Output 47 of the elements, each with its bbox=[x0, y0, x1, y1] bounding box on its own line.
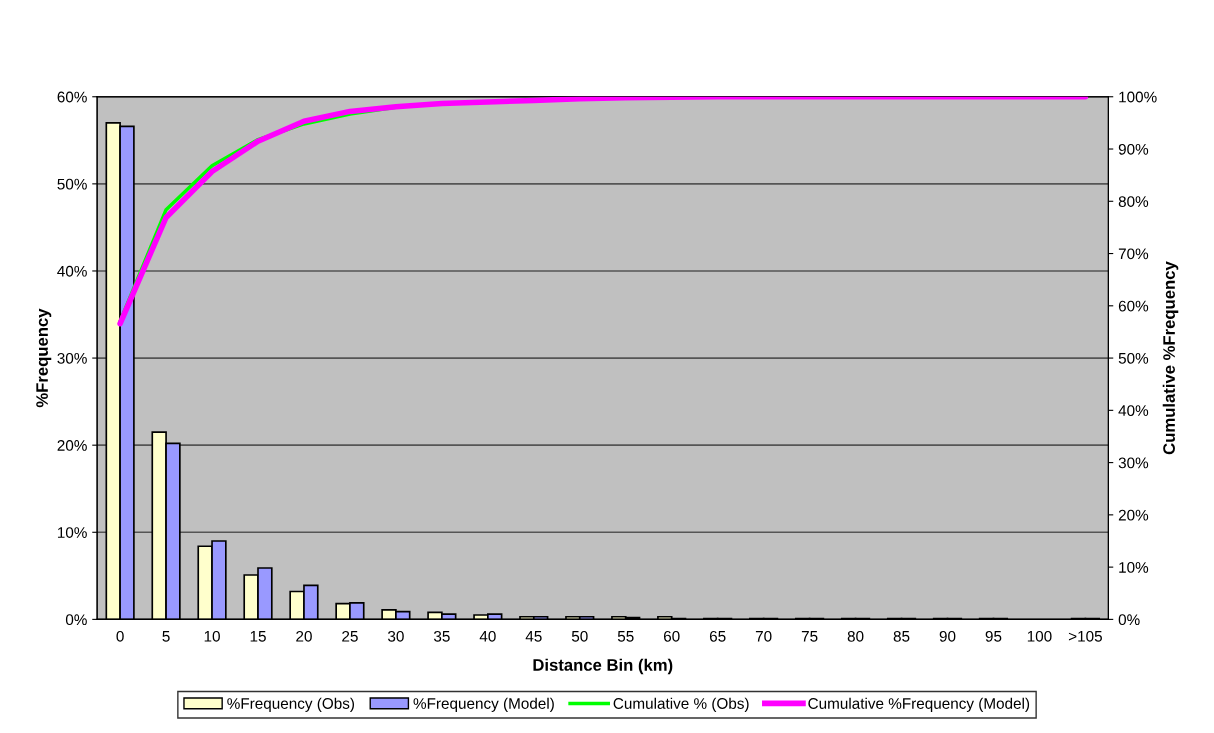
y2-tick-label: 30% bbox=[1118, 457, 1149, 469]
y2-tick-label: 40% bbox=[1118, 405, 1149, 417]
x-tick-label: 75 bbox=[801, 631, 818, 642]
x-tick-label: 70 bbox=[755, 630, 772, 642]
y-tick-label: 10% bbox=[57, 527, 87, 538]
x-tick-label: 40 bbox=[479, 630, 496, 642]
x-axis-title: Distance Bin (km) bbox=[533, 658, 673, 675]
x-tick-label: 65 bbox=[709, 630, 726, 642]
x-tick-label: 25 bbox=[342, 630, 358, 642]
x-tick-label: 95 bbox=[985, 630, 1002, 642]
x-tick-label: 85 bbox=[893, 630, 910, 642]
y2-axis-title: Cumulative %Frequency bbox=[1162, 261, 1179, 455]
y2-tick-label: 50% bbox=[1118, 352, 1149, 364]
y-tick-label: 40% bbox=[57, 265, 87, 277]
x-tick-label: 80 bbox=[847, 630, 864, 642]
x-tick-label: 5 bbox=[162, 631, 170, 642]
x-tick-label: 35 bbox=[433, 630, 450, 642]
legend-label: Cumulative %Frequency (Model) bbox=[808, 697, 1030, 712]
y-tick-label: 0% bbox=[65, 614, 87, 626]
x-tick-label: >105 bbox=[1068, 630, 1102, 642]
y-tick-label: 50% bbox=[57, 178, 87, 190]
x-tick-label: 55 bbox=[617, 631, 634, 642]
y-tick-label: 60% bbox=[57, 91, 87, 103]
x-tick-label: 0 bbox=[116, 630, 124, 642]
y2-tick-label: 20% bbox=[1118, 509, 1149, 521]
y2-tick-label: 90% bbox=[1118, 143, 1149, 155]
x-tick-label: 10 bbox=[204, 630, 220, 642]
y2-tick-label: 0% bbox=[1118, 614, 1140, 626]
x-tick-label: 90 bbox=[939, 630, 956, 642]
x-tick-label: 60 bbox=[663, 630, 680, 642]
legend-label: Cumulative % (Obs) bbox=[613, 697, 749, 712]
x-tick-label: 20 bbox=[296, 630, 312, 642]
y2-tick-label: 80% bbox=[1118, 196, 1149, 207]
y-tick-label: 30% bbox=[57, 352, 87, 364]
y-axis-title: %Frequency bbox=[36, 308, 52, 408]
y2-tick-label: 60% bbox=[1118, 300, 1149, 312]
x-tick-label: 30 bbox=[387, 630, 404, 642]
legend-label: %Frequency (Model) bbox=[413, 697, 554, 712]
y2-tick-label: 10% bbox=[1119, 561, 1149, 573]
x-tick-label: 45 bbox=[525, 631, 542, 642]
y-tick-label: 20% bbox=[57, 440, 87, 451]
y2-tick-label: 70% bbox=[1118, 248, 1149, 260]
x-tick-label: 100 bbox=[1027, 630, 1052, 642]
x-tick-label: 15 bbox=[250, 631, 266, 642]
legend-label: %Frequency (Obs) bbox=[227, 697, 355, 712]
x-tick-label: 50 bbox=[571, 630, 588, 642]
y2-tick-label: 100% bbox=[1119, 91, 1157, 103]
